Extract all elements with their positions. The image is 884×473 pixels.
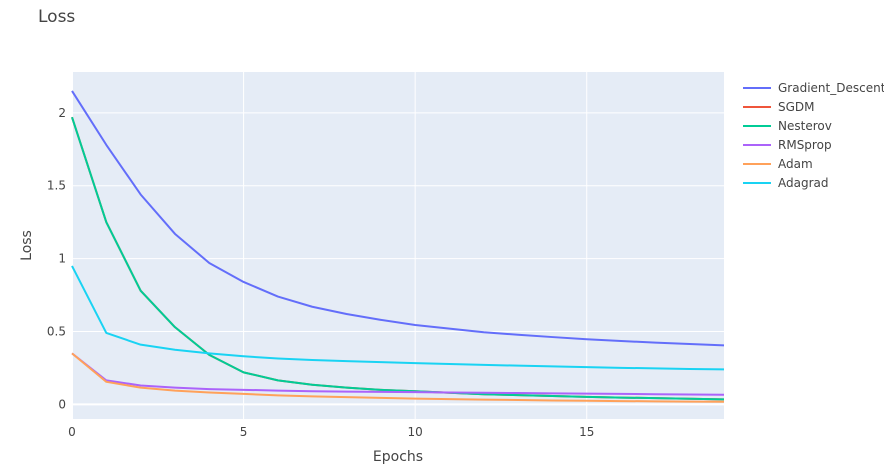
legend-item-gradient-descent[interactable]: Gradient_Descent <box>743 81 884 95</box>
legend-item-adam[interactable]: Adam <box>743 157 813 171</box>
chart-title: Loss <box>38 7 76 27</box>
x-tick-label: 15 <box>579 425 594 439</box>
legend-item-adagrad[interactable]: Adagrad <box>743 176 829 190</box>
x-axis-title: Epochs <box>373 449 423 465</box>
legend-label: Nesterov <box>778 119 832 133</box>
series-lines <box>71 90 725 403</box>
y-tick-label: 1 <box>58 252 66 266</box>
plot-area <box>72 72 724 419</box>
legend-label: Adagrad <box>778 176 829 190</box>
legend-label: Adam <box>778 157 813 171</box>
legend-item-sgdm[interactable]: SGDM <box>743 100 815 114</box>
legend-label: SGDM <box>778 100 815 114</box>
y-tick-label: 0.5 <box>47 325 66 339</box>
x-axis-ticks: 0 5 10 15 <box>68 425 594 439</box>
y-tick-label: 2 <box>58 106 66 120</box>
legend[interactable]: Gradient_Descent SGDM Nesterov RMSprop Adam A… <box>743 81 884 190</box>
x-tick-label: 10 <box>408 425 423 439</box>
x-tick-label: 5 <box>240 425 248 439</box>
series-line-rmsprop <box>71 352 725 396</box>
y-axis-ticks: 0 0.5 1 1.5 2 <box>47 106 66 412</box>
y-axis-title: Loss <box>19 230 35 261</box>
legend-item-nesterov[interactable]: Nesterov <box>743 119 832 133</box>
series-line-adam <box>71 352 725 403</box>
series-line-adagrad <box>71 265 725 371</box>
legend-label: RMSprop <box>778 138 832 152</box>
y-tick-label: 0 <box>58 397 66 411</box>
series-line-nesterov <box>71 116 725 401</box>
series-line-gradient-descent <box>71 90 725 347</box>
legend-label: Gradient_Descent <box>778 81 884 95</box>
legend-item-rmsprop[interactable]: RMSprop <box>743 138 832 152</box>
x-tick-label: 0 <box>68 425 76 439</box>
y-tick-label: 1.5 <box>47 179 66 193</box>
